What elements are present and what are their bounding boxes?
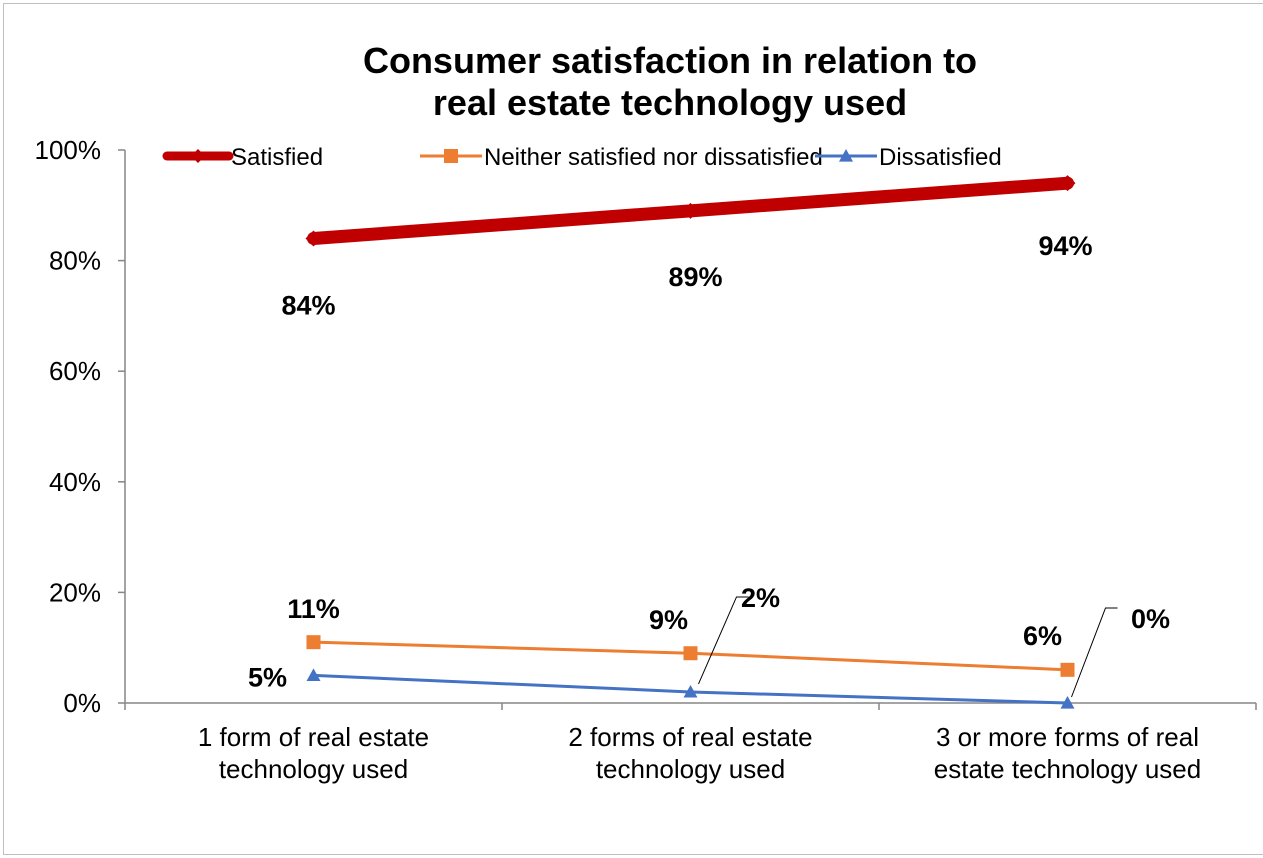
leader-line [698, 596, 749, 685]
leader-line [1071, 607, 1118, 698]
x-category-label: 3 or more forms of real estate technology… [934, 722, 1201, 784]
y-tick-label: 20% [49, 577, 101, 607]
y-tick-label: 40% [49, 467, 101, 497]
x-category-label: 1 form of real estate technology used [198, 722, 429, 784]
data-label: 5% [248, 662, 287, 692]
legend-marker-1 [444, 149, 458, 163]
chart-frame: Consumer satisfaction in relation to rea… [3, 3, 1263, 855]
y-tick-label: 0% [63, 688, 101, 718]
data-point-2-0 [306, 668, 321, 681]
data-point-0-2 [1059, 175, 1076, 192]
chart-title-line-2: real estate technology used [433, 82, 907, 123]
line-chart: Consumer satisfaction in relation to rea… [35, 40, 1257, 784]
legend-label-0: Satisfied [231, 144, 323, 171]
data-point-1-2 [1060, 662, 1075, 677]
data-label: 89% [668, 262, 722, 292]
chart-title-line-1: Consumer satisfaction in relation to [363, 40, 977, 81]
legend-marker-2 [839, 149, 853, 162]
y-tick-label: 80% [49, 246, 101, 276]
data-point-1-0 [306, 635, 321, 650]
legend-label-2: Dissatisfied [879, 144, 1002, 171]
data-point-2-1 [683, 684, 698, 698]
legend-marker-0 [191, 149, 205, 163]
data-label: 9% [649, 605, 688, 635]
y-tick-label: 60% [49, 356, 101, 386]
data-label: 11% [287, 594, 340, 624]
data-label: 2% [741, 583, 780, 613]
legend: Satisfied Neither satisfied nor dissatisf… [162, 144, 1002, 171]
legend-label-1: Neither satisfied nor dissatisfied [484, 144, 823, 171]
y-tick-label: 100% [35, 135, 102, 165]
data-labels: 84% 89% 94% 11% 9% 6% 5% 2% 0% [248, 231, 1170, 698]
series-layer [305, 175, 1076, 709]
data-label: 94% [1038, 231, 1092, 261]
data-point-0-0 [305, 230, 322, 247]
data-label: 84% [281, 290, 335, 320]
data-point-1-1 [683, 646, 698, 661]
data-point-2-2 [1060, 696, 1075, 709]
x-category-label: 2 forms of real estate technology used [568, 722, 812, 784]
data-point-0-1 [682, 202, 699, 219]
data-label: 0% [1131, 604, 1170, 634]
axes: 0% 20% 40% 60% 80% 100% 1 form of real estate t… [35, 135, 1257, 784]
data-label: 6% [1023, 621, 1062, 651]
